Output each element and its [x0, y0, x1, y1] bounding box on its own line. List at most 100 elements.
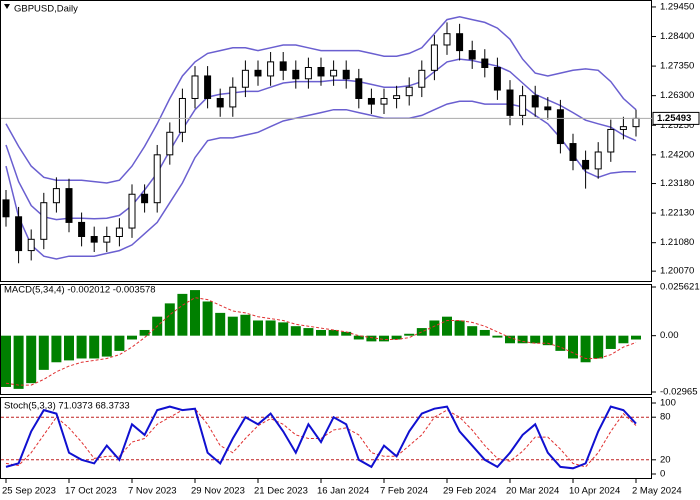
candle-body: [582, 159, 590, 170]
candle-body: [292, 69, 300, 80]
macd-bar: [215, 312, 226, 336]
candle-body: [103, 235, 111, 243]
candle-body: [115, 227, 123, 237]
macd-bar: [416, 328, 427, 336]
current-price: 1.25493: [657, 113, 691, 124]
candle-body: [52, 188, 60, 204]
macd-bar: [114, 335, 125, 351]
candle-body: [556, 109, 564, 145]
macd-bar: [517, 335, 528, 344]
candle-body: [594, 151, 602, 170]
candle-body: [380, 97, 388, 105]
y-tick-label: 0.025621: [660, 282, 700, 293]
macd-bar: [492, 335, 503, 338]
macd-bar: [227, 316, 238, 336]
candle-body: [456, 33, 464, 52]
x-tick-label: 29 Feb 2024: [443, 486, 496, 497]
macd-bar: [177, 293, 188, 336]
x-tick-label: 25 Sep 2023: [2, 486, 56, 497]
candle-body: [128, 193, 136, 229]
macd-bar: [265, 320, 276, 336]
candle-body: [519, 95, 527, 116]
y-tick-label: 80: [660, 412, 671, 423]
y-tick-label: 1.22130: [660, 208, 694, 219]
candle-body: [468, 50, 476, 60]
macd-bar: [341, 331, 352, 336]
macd-bar: [542, 335, 553, 346]
y-tick-label: 1.25250: [660, 120, 694, 131]
macd-bar: [1, 335, 11, 387]
candle-body: [317, 67, 325, 77]
candle-body: [544, 106, 552, 111]
macd-bar: [555, 335, 566, 351]
candle-body: [279, 61, 287, 71]
line: [5, 408, 637, 468]
line: [5, 405, 637, 470]
macd-bar: [366, 335, 377, 342]
macd-bar: [164, 303, 175, 336]
candle-body: [27, 238, 35, 252]
y-tick-label: 1.26300: [660, 90, 694, 101]
macd-bar: [26, 335, 37, 384]
macd-bar: [391, 335, 402, 340]
y-tick-label: 1.20070: [660, 266, 694, 277]
macd-bar: [605, 335, 616, 349]
macd-bar: [38, 335, 49, 370]
candle-body: [619, 126, 627, 130]
macd-bar: [127, 335, 137, 340]
macd-panel: [0, 284, 652, 395]
y-tick-label: 1.29450: [660, 1, 694, 12]
x-tick-label: 2 May 2024: [632, 486, 682, 497]
candle-body: [493, 67, 501, 91]
candle-body: [178, 97, 186, 133]
candle-body: [78, 221, 86, 237]
candle-body: [506, 89, 514, 116]
macd-bar: [442, 316, 452, 336]
candle-body: [607, 128, 615, 153]
x-tick-label: 17 Oct 2023: [65, 486, 117, 497]
macd-bar: [316, 329, 326, 336]
macd-bar: [568, 335, 578, 359]
macd-bar: [76, 335, 87, 359]
candle-body: [204, 75, 212, 99]
macd-bar: [51, 335, 62, 363]
macd-bar: [454, 320, 465, 336]
macd-bar: [593, 335, 604, 359]
candle-body: [342, 69, 350, 80]
x-tick-label: 7 Feb 2024: [380, 486, 428, 497]
candle-body: [141, 193, 149, 204]
macd-bar: [479, 329, 490, 336]
candle-body: [330, 69, 338, 77]
candle-body: [405, 86, 413, 97]
macd-bar: [290, 326, 301, 336]
macd-bar: [404, 333, 415, 336]
y-tick-label: 0: [660, 469, 665, 480]
x-tick-label: 16 Jan 2024: [317, 486, 369, 497]
candle-body: [367, 97, 375, 105]
y-tick-label: 1.24200: [660, 149, 694, 160]
chart-title: GBPUSD,Daily: [14, 4, 78, 15]
macd-bar: [618, 335, 629, 344]
y-tick-label: 0.00: [660, 330, 679, 341]
candle-body: [166, 131, 174, 156]
candle-body: [443, 33, 451, 46]
macd-bar: [467, 326, 478, 336]
y-tick-label: 1.27350: [660, 61, 694, 72]
price-panel: [0, 0, 652, 282]
macd-title: MACD(5,34,4) -0.002012 -0.003578: [4, 285, 156, 296]
candle-body: [2, 199, 10, 218]
symbol-icon: [4, 4, 10, 9]
candle-body: [191, 75, 199, 99]
candle-body: [632, 117, 640, 128]
macd-bar: [13, 335, 24, 389]
macd-bar: [530, 335, 541, 344]
x-tick-label: 20 Mar 2024: [506, 486, 559, 497]
candle-body: [569, 143, 577, 161]
x-tick-label: 10 Apr 2024: [569, 486, 620, 497]
line: [5, 16, 637, 184]
line: [5, 100, 636, 260]
y-tick-label: -0.02965: [660, 387, 698, 398]
candle-body: [216, 97, 224, 108]
candle-body: [241, 69, 249, 88]
